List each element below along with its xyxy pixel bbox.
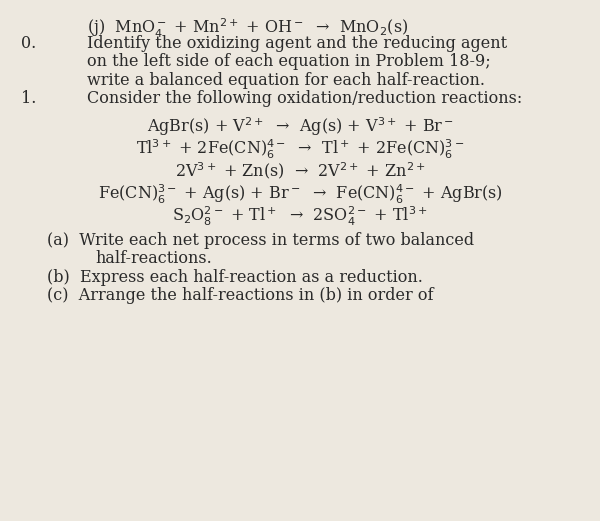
Text: 1.: 1. xyxy=(20,90,36,107)
Text: AgBr(s) + V$^{2+}$  →  Ag(s) + V$^{3+}$ + Br$^-$: AgBr(s) + V$^{2+}$ → Ag(s) + V$^{3+}$ + … xyxy=(146,115,454,138)
Text: Identify the oxidizing agent and the reducing agent: Identify the oxidizing agent and the red… xyxy=(87,35,507,52)
Text: Fe(CN)$_6^{3-}$ + Ag(s) + Br$^-$  →  Fe(CN)$_6^{4-}$ + AgBr(s): Fe(CN)$_6^{3-}$ + Ag(s) + Br$^-$ → Fe(CN… xyxy=(98,182,502,206)
Text: on the left side of each equation in Problem 18-9;: on the left side of each equation in Pro… xyxy=(87,53,491,70)
Text: S$_2$O$_8^{2-}$ + Tl$^+$  →  2SO$_4^{2-}$ + Tl$^{3+}$: S$_2$O$_8^{2-}$ + Tl$^+$ → 2SO$_4^{2-}$ … xyxy=(172,205,428,228)
Text: 2V$^{3+}$ + Zn(s)  →  2V$^{2+}$ + Zn$^{2+}$: 2V$^{3+}$ + Zn(s) → 2V$^{2+}$ + Zn$^{2+}… xyxy=(175,160,425,181)
Text: Consider the following oxidation/reduction reactions:: Consider the following oxidation/reducti… xyxy=(87,90,522,107)
Text: (b)  Express each half-reaction as a reduction.: (b) Express each half-reaction as a redu… xyxy=(47,269,422,286)
Text: (a)  Write each net process in terms of two balanced: (a) Write each net process in terms of t… xyxy=(47,232,473,249)
Text: half-reactions.: half-reactions. xyxy=(95,250,212,267)
Text: (c)  Arrange the half-reactions in (b) in order of: (c) Arrange the half-reactions in (b) in… xyxy=(47,287,433,304)
Text: (j)  MnO$_4^-$ + Mn$^{2+}$ + OH$^-$  →  MnO$_2$(s): (j) MnO$_4^-$ + Mn$^{2+}$ + OH$^-$ → MnO… xyxy=(87,17,408,40)
Text: 0.: 0. xyxy=(20,35,36,52)
Text: write a balanced equation for each half-reaction.: write a balanced equation for each half-… xyxy=(87,71,485,89)
Text: Tl$^{3+}$ + 2Fe(CN)$_6^{4-}$  →  Tl$^+$ + 2Fe(CN)$_6^{3-}$: Tl$^{3+}$ + 2Fe(CN)$_6^{4-}$ → Tl$^+$ + … xyxy=(136,138,464,160)
